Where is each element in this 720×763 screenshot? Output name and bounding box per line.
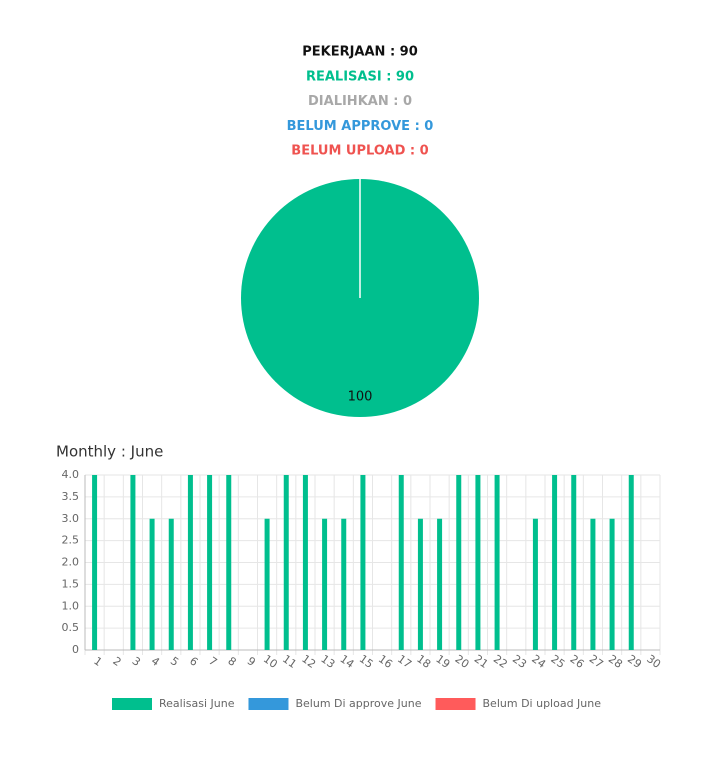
x-tick-label: 9 [245, 654, 258, 669]
y-tick-label: 4.0 [62, 468, 80, 481]
x-tick-label: 20 [453, 652, 472, 671]
x-tick-label: 19 [433, 652, 452, 671]
bar [571, 475, 577, 650]
y-tick-label: 2.5 [62, 534, 80, 547]
x-tick-label: 29 [625, 652, 644, 671]
x-tick-label: 7 [206, 654, 219, 669]
x-tick-label: 4 [149, 654, 162, 669]
x-tick-label: 5 [168, 654, 181, 669]
x-tick-label: 18 [414, 652, 433, 671]
x-tick-label: 27 [587, 652, 606, 671]
legend-label: Realisasi June [159, 697, 235, 710]
x-tick-label: 28 [606, 652, 625, 671]
x-tick-label: 3 [130, 654, 143, 669]
x-tick-label: 25 [548, 652, 567, 671]
bar [494, 475, 500, 650]
x-tick-label: 15 [357, 652, 376, 671]
bar [590, 518, 596, 650]
x-tick-label: 11 [280, 652, 299, 671]
bar [130, 475, 136, 650]
bar [532, 518, 538, 650]
x-tick-label: 6 [187, 654, 200, 669]
legend-swatch [435, 698, 476, 710]
bar [552, 475, 558, 650]
x-tick-label: 12 [299, 652, 318, 671]
legend-swatch [112, 698, 152, 710]
y-tick-label: 0 [72, 643, 79, 656]
x-tick-label: 26 [568, 652, 587, 671]
bar [475, 475, 481, 650]
bar [398, 475, 404, 650]
y-tick-label: 3.0 [62, 512, 80, 525]
bar [322, 518, 328, 650]
bar [283, 475, 289, 650]
y-tick-label: 0.5 [62, 621, 80, 634]
bar [302, 475, 308, 650]
x-tick-label: 21 [472, 652, 491, 671]
y-tick-label: 2.0 [62, 556, 80, 569]
x-tick-label: 22 [491, 652, 510, 671]
legend-label: Belum Di upload June [483, 697, 602, 710]
summary-line: DIALIHKAN : 0 [308, 94, 412, 109]
x-tick-label: 17 [395, 652, 414, 671]
y-tick-label: 1.0 [62, 599, 80, 612]
bar [264, 518, 270, 650]
bar [187, 475, 193, 650]
x-tick-label: 16 [376, 652, 395, 671]
bar [437, 518, 443, 650]
bar [360, 475, 366, 650]
x-tick-label: 8 [225, 654, 238, 669]
summary-line: REALISASI : 90 [306, 69, 414, 84]
x-tick-label: 24 [529, 652, 548, 671]
summary-line: BELUM APPROVE : 0 [287, 119, 434, 134]
x-tick-label: 10 [261, 652, 280, 671]
chart-title: Monthly : June [56, 443, 163, 461]
bar [417, 518, 423, 650]
y-tick-label: 1.5 [62, 577, 80, 590]
summary-line: BELUM UPLOAD : 0 [291, 144, 428, 159]
bar [609, 518, 615, 650]
slice-label: 100 [348, 389, 373, 404]
bar [628, 475, 634, 650]
y-tick-label: 3.5 [62, 490, 80, 503]
x-tick-label: 23 [510, 652, 529, 671]
legend-swatch [248, 698, 289, 710]
x-tick-label: 13 [318, 652, 337, 671]
bar [456, 475, 462, 650]
legend-label: Belum Di approve June [295, 697, 421, 710]
x-tick-label: 1 [91, 654, 104, 669]
x-tick-label: 30 [644, 652, 663, 671]
x-tick-label: 14 [338, 652, 357, 671]
bar [207, 475, 213, 650]
bar [149, 518, 155, 650]
bar [92, 475, 98, 650]
x-tick-label: 2 [110, 654, 123, 669]
bar [341, 518, 347, 650]
bar [226, 475, 232, 650]
summary-line: PEKERJAAN : 90 [302, 45, 418, 60]
bar [168, 518, 174, 650]
